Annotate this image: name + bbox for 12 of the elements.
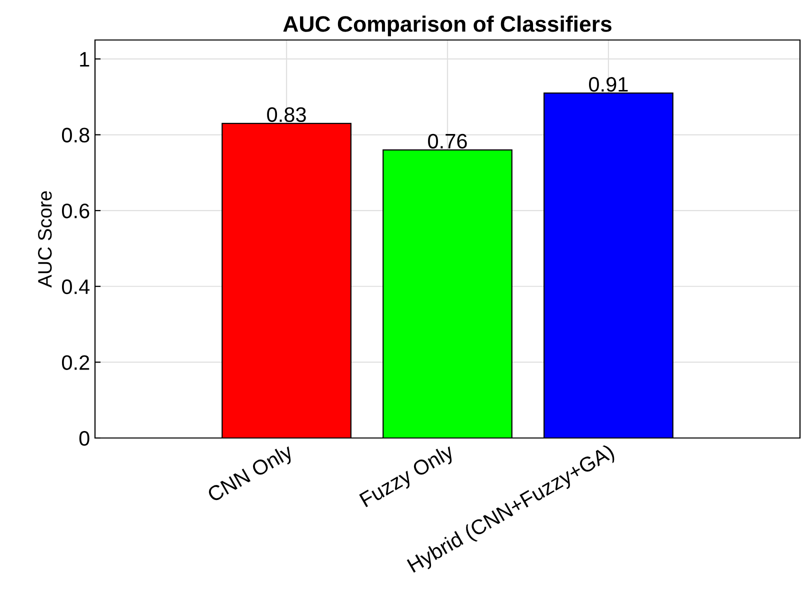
- y-tick-label: 0.2: [62, 355, 90, 370]
- data-label: 0.76: [428, 134, 467, 149]
- data-label: 0.83: [267, 107, 306, 122]
- y-tick-label: 0: [79, 431, 90, 446]
- y-tick-label: 0.6: [62, 204, 90, 218]
- chart-title: AUC Comparison of Classifiers: [283, 16, 612, 36]
- y-tick-label: 0.8: [62, 128, 90, 143]
- y-axis-title: AUC Score: [38, 191, 52, 288]
- y-tick-label: 0.4: [62, 279, 90, 294]
- y-tick-label: 1: [80, 52, 90, 66]
- data-label: 0.91: [589, 76, 628, 92]
- x-tick-label: CNN Only: [206, 442, 296, 506]
